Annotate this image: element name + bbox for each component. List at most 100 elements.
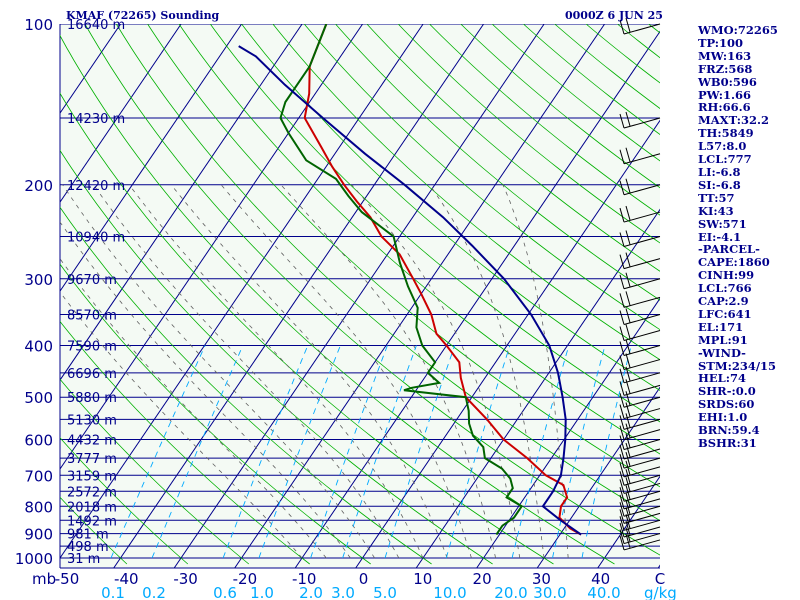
wind-barb: [619, 205, 661, 223]
dry-adiabat: [60, 320, 310, 565]
index-line: KI:43: [698, 203, 734, 218]
wind-barb: [619, 353, 661, 371]
dry-adiabat: [335, 24, 660, 301]
height-label: 9670 m: [67, 273, 117, 288]
mixing-ratio-unit: g/kg: [644, 584, 677, 600]
height-label: 498 m: [67, 540, 109, 555]
wind-barb: [619, 413, 661, 430]
height-label: 981 m: [67, 528, 109, 543]
isotherm-line: [60, 24, 303, 381]
mixing-ratio-tick-label: 5.0: [373, 584, 397, 600]
wind-barb: [619, 147, 661, 165]
height-label: 2572 m: [67, 485, 117, 500]
temperature-trace: [303, 24, 582, 536]
height-label: 8570 m: [67, 309, 117, 324]
dry-adiabat: [60, 34, 615, 565]
moist-adiabat: [93, 184, 400, 559]
temperature-tick-label: -50: [55, 570, 80, 588]
pressure-tick-label: 900: [24, 526, 53, 544]
moist-adiabat: [429, 184, 545, 559]
index-line: FRZ:568: [698, 61, 753, 76]
wind-barb: [619, 17, 661, 35]
mixing-ratio-line: [151, 345, 244, 559]
isotherm-line: [536, 386, 660, 568]
height-label: 4432 m: [67, 434, 117, 449]
wind-barb: [619, 324, 661, 342]
height-label: 16640 m: [67, 18, 125, 33]
pressure-tick-label: 600: [24, 432, 53, 450]
wind-barb: [619, 423, 661, 441]
index-line: LI:-6.8: [698, 164, 741, 179]
mixing-ratio-tick-label: 0.1: [101, 584, 125, 600]
height-label: 31 m: [67, 552, 100, 567]
temperature-tick-label: 40: [591, 570, 610, 588]
wind-barb: [619, 520, 661, 538]
dry-adiabat: [60, 437, 189, 565]
index-line: HEL:74: [698, 371, 746, 386]
index-line: SRDS:60: [698, 397, 755, 412]
temperature-tick-label: -40: [114, 570, 139, 588]
wind-barb: [619, 402, 661, 420]
moist-adiabat: [60, 291, 303, 559]
wind-barb: [619, 460, 661, 478]
wind-barb: [619, 111, 661, 129]
height-label: 2018 m: [67, 500, 117, 515]
index-line: -WIND-: [698, 345, 746, 360]
height-label: 14230 m: [67, 112, 125, 127]
dry-adiabat: [115, 24, 660, 521]
dewpoint-trace: [279, 24, 524, 536]
index-line: MPL:91: [698, 332, 748, 347]
isotherm-line: [294, 30, 660, 568]
mixing-ratio-tick-label: 1.0: [250, 584, 274, 600]
dry-adiabat: [60, 92, 554, 565]
dry-adiabat: [60, 263, 371, 565]
index-line: TH:5849: [698, 126, 754, 141]
index-line: LFC:641: [698, 306, 752, 321]
mixing-ratio-line: [222, 345, 309, 559]
temperature-tick-label: 20: [473, 570, 492, 588]
wind-barb: [619, 477, 661, 494]
index-line: SHR-:0.0: [698, 384, 756, 399]
moist-adiabat: [60, 258, 327, 559]
parcel-trace: [238, 45, 582, 536]
height-label: 7590 m: [67, 340, 117, 355]
isotherm-line: [60, 24, 364, 470]
wind-barb: [619, 451, 661, 469]
isotherm-line: [476, 297, 660, 568]
isotherm-line: [60, 24, 182, 204]
wind-barb: [619, 291, 661, 308]
index-line: EL:171: [698, 319, 744, 334]
isotherm-line: [60, 24, 424, 559]
wind-barb: [619, 492, 661, 510]
moist-adiabat: [62, 184, 375, 559]
pressure-axis-label: mb: [32, 570, 56, 588]
mixing-ratio-tick-label: 20.0: [494, 584, 527, 600]
temperature-tick-label: -10: [292, 570, 317, 588]
isotherm-line: [113, 24, 485, 568]
mixing-ratio-line: [445, 345, 511, 559]
mixing-ratio-tick-label: 0.6: [213, 584, 237, 600]
mixing-ratio-line: [310, 345, 388, 559]
temperature-tick-label: C: [655, 570, 665, 588]
mixing-ratio-tick-label: 0.2: [142, 584, 166, 600]
wind-barb: [619, 433, 661, 451]
dry-adiabat: [429, 24, 660, 216]
isotherm-line: [60, 24, 243, 292]
wind-barb: [619, 442, 661, 460]
pressure-tick-label: 500: [24, 389, 53, 407]
index-line: WMO:72265: [698, 23, 778, 37]
index-line: TP:100: [698, 35, 744, 50]
temperature-tick-label: -20: [233, 570, 258, 588]
mixing-ratio-tick-label: 10.0: [433, 584, 466, 600]
wind-barb: [619, 230, 661, 247]
dry-adiabat: [303, 24, 660, 331]
height-label: 6696 m: [67, 367, 117, 382]
wind-barb: [619, 533, 661, 551]
isotherm-line: [415, 208, 660, 568]
height-label: 1492 m: [67, 514, 117, 529]
dry-adiabat: [366, 24, 660, 272]
dry-adiabat: [60, 149, 493, 565]
index-line: CINH:99: [698, 268, 755, 283]
wind-barb: [619, 469, 661, 486]
index-line: EI:-4.1: [698, 229, 742, 244]
